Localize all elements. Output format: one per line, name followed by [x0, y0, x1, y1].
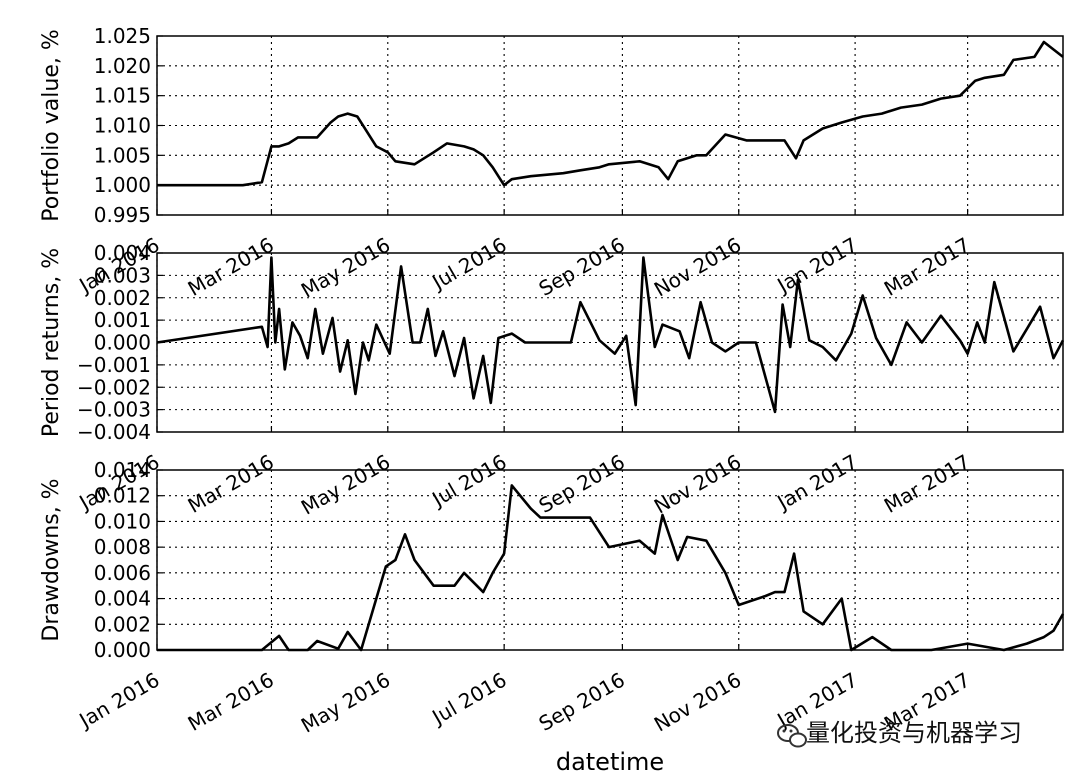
x-tick-label: Sep 2016 [535, 233, 629, 301]
y-tick-label: 1.005 [94, 143, 151, 167]
y-tick-label: 1.015 [94, 84, 151, 108]
y-tick-label: 0.000 [94, 638, 151, 662]
x-tick-label: Mar 2016 [184, 450, 278, 518]
watermark: 量化投资与机器学习 [777, 719, 1022, 748]
y-tick-label: 0.002 [94, 612, 151, 636]
x-tick-label: Jan 2017 [772, 450, 862, 516]
axes-frame [156, 35, 1064, 216]
y-axis-label: Portfolio value, % [39, 29, 64, 221]
x-tick-label: May 2016 [297, 668, 394, 738]
x-tick-label: Mar 2016 [184, 668, 278, 736]
y-tick-label: 1.025 [94, 24, 151, 48]
y-tick-label: 0.000 [94, 331, 151, 355]
y-tick-label: 0.004 [94, 587, 151, 611]
x-tick-label: Jan 2017 [772, 233, 862, 299]
y-tick-label: 1.020 [94, 54, 151, 78]
x-tick-label: Jul 2016 [426, 450, 510, 512]
x-tick-label: May 2016 [297, 233, 394, 303]
y-tick-label: −0.004 [77, 420, 151, 444]
x-tick-label: May 2016 [297, 450, 394, 520]
x-tick-label: Sep 2016 [535, 450, 629, 518]
y-tick-label: −0.002 [77, 375, 151, 399]
axes-frame [156, 252, 1064, 433]
y-tick-label: 0.002 [94, 286, 151, 310]
y-tick-label: 1.010 [94, 114, 151, 138]
y-tick-label: 0.004 [94, 241, 151, 265]
x-tick-label: Jul 2016 [426, 233, 510, 295]
y-tick-label: 0.008 [94, 535, 151, 559]
y-tick-label: 1.000 [94, 173, 151, 197]
y-tick-label: 0.014 [94, 458, 151, 482]
x-tick-label: Jul 2016 [426, 668, 510, 730]
series-line [157, 484, 1065, 652]
y-tick-label: 0.010 [94, 509, 151, 533]
series-line [156, 256, 1065, 414]
series-line [157, 40, 1064, 187]
axes-frame [156, 469, 1064, 651]
y-tick-label: 0.012 [94, 484, 151, 508]
y-tick-label: −0.001 [77, 353, 151, 377]
y-axis-label: Drawdowns, % [39, 478, 64, 641]
x-tick-label: Mar 2016 [184, 233, 278, 301]
x-tick-label: Mar 2017 [880, 450, 974, 518]
x-tick-label: Nov 2016 [650, 668, 745, 737]
wechat-icon [777, 724, 807, 748]
y-tick-label: 0.995 [94, 203, 151, 227]
chart-panels: 0.995 1.000 1.005 1.010 1.015 1.020 1.025 Portf… [39, 24, 1065, 738]
y-axis-label: Period returns, % [39, 248, 64, 437]
x-tick-label: Nov 2016 [650, 450, 745, 519]
y-tick-label: 0.001 [94, 308, 151, 332]
watermark-text: 量化投资与机器学习 [806, 719, 1022, 747]
y-tick-label: 0.003 [94, 263, 151, 287]
x-tick-label: Jan 2016 [73, 668, 163, 734]
y-tick-label: 0.006 [94, 561, 151, 585]
x-tick-label: Mar 2017 [880, 233, 974, 301]
y-tick-label: −0.003 [77, 398, 151, 422]
x-tick-label: Sep 2016 [535, 668, 629, 736]
x-tick-label: Nov 2016 [650, 233, 745, 302]
x-axis-label: datetime [556, 748, 664, 776]
panel-1: 0.995 1.000 1.005 1.010 1.015 1.020 1.025 Portf… [39, 24, 1064, 303]
